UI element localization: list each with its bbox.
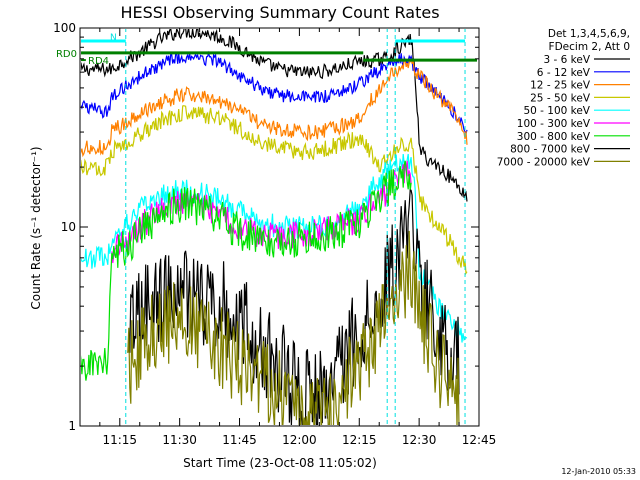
- series-line-9: [127, 230, 460, 425]
- series-line-5: [81, 153, 468, 343]
- y-axis: 1 10 100: [53, 21, 479, 433]
- series-line-2: [81, 50, 468, 136]
- plot-area: RD0 RD4 N: [56, 29, 478, 425]
- footer-timestamp: 12-Jan-2010 05:33: [561, 467, 636, 476]
- flag-rd4-label: RD4: [88, 56, 109, 67]
- chart-title: HESSI Observing Summary Count Rates: [120, 3, 439, 22]
- series-line-3: [81, 57, 468, 158]
- data-group: [81, 29, 478, 425]
- series-line-6: [111, 160, 412, 264]
- y-tick-label: 10: [61, 220, 76, 234]
- x-tick-label: 11:30: [162, 433, 197, 447]
- x-tick-label: 11:45: [222, 433, 257, 447]
- legend-label: 800 - 7000 keV: [510, 144, 591, 156]
- x-tick-label: 11:15: [102, 433, 137, 447]
- legend-label: 25 - 50 keV: [530, 92, 591, 104]
- x-tick-label: 12:00: [282, 433, 317, 447]
- series-line-7: [81, 160, 412, 381]
- x-tick-label: 12:30: [402, 433, 437, 447]
- flag-rd0-label: RD0: [56, 49, 77, 60]
- legend-header-line-2: FDecim 2, Att 0: [549, 41, 630, 53]
- legend-label: 12 - 25 keV: [530, 80, 591, 92]
- series-line-8: [127, 189, 460, 425]
- y-tick-label: 1: [68, 419, 76, 433]
- series-line-1: [81, 29, 468, 202]
- legend-label: 100 - 300 keV: [517, 118, 591, 130]
- x-tick-label: 12:45: [462, 433, 497, 447]
- legend: Det 1,3,4,5,6,9, FDecim 2, Att 0 3 - 6 k…: [497, 28, 630, 168]
- night-annotation-label: N: [110, 33, 117, 43]
- legend-label: 7000 - 20000 keV: [497, 156, 591, 168]
- legend-label: 3 - 6 keV: [543, 54, 590, 66]
- y-axis-label: Count Rate (s⁻¹ detector⁻¹): [29, 146, 43, 309]
- legend-header-line-1: Det 1,3,4,5,6,9,: [548, 28, 630, 40]
- series-line-4: [81, 105, 468, 275]
- x-axis-label: Start Time (23-Oct-08 11:05:02): [183, 456, 377, 470]
- x-axis: 11:15 11:30 11:45 12:00 12:15 12:30 12:45: [99, 28, 497, 447]
- y-tick-label: 100: [53, 21, 76, 35]
- legend-label: 6 - 12 keV: [537, 67, 591, 79]
- x-tick-label: 12:15: [342, 433, 377, 447]
- legend-label: 50 - 100 keV: [523, 105, 590, 117]
- legend-label: 300 - 800 keV: [517, 131, 591, 143]
